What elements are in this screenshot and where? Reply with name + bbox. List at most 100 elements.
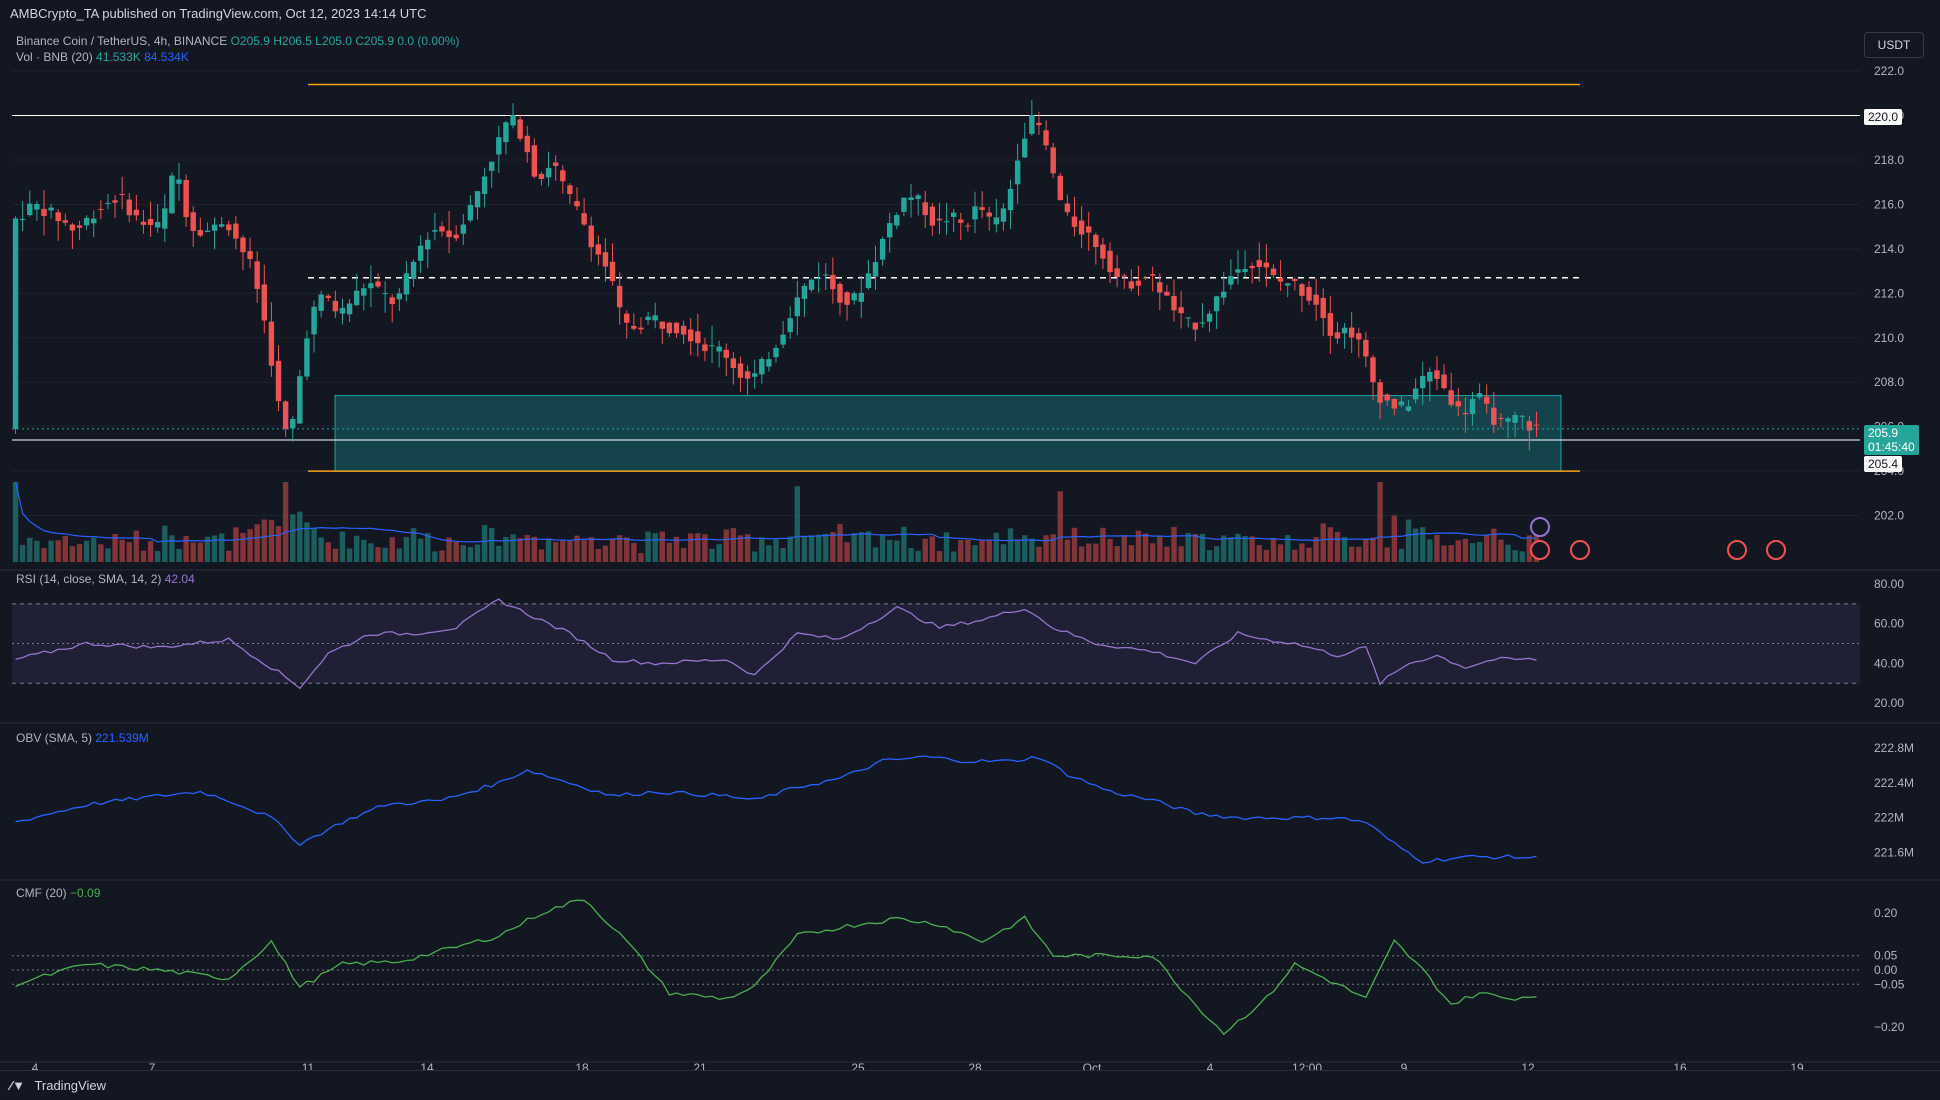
volume-bar — [1107, 538, 1113, 562]
candle-body — [965, 225, 971, 227]
volume-bar — [446, 537, 452, 562]
candle-body — [1306, 287, 1312, 301]
volume-bar — [1455, 540, 1461, 562]
volume-bar — [1142, 533, 1149, 562]
candle-body — [1256, 260, 1262, 267]
candle-body — [496, 137, 502, 155]
candle-body — [958, 219, 964, 223]
candle-body — [652, 315, 658, 321]
chart-canvas[interactable]: 222.0 220.0 218.0 216.0 214.0 212.0 210.0 208.0… — [0, 0, 1940, 1070]
volume-bar — [1114, 546, 1120, 562]
candle-body — [545, 168, 552, 178]
price-axis-label: 214.0 — [1874, 242, 1904, 256]
volume-bar — [1277, 544, 1284, 562]
volume-bar — [453, 541, 459, 562]
volume-bar — [41, 548, 47, 562]
candle-body — [1491, 407, 1497, 425]
volume-bar — [339, 531, 346, 562]
volume-bar — [346, 548, 353, 562]
time-axis-label: 21 — [693, 1061, 707, 1070]
candle-body — [723, 349, 729, 358]
candle-body — [936, 218, 943, 221]
volume-bar — [1363, 538, 1369, 562]
candle-body — [830, 274, 836, 290]
candle-body — [581, 213, 587, 225]
us-flag-event-icon — [1727, 540, 1747, 560]
volume-bar — [1512, 550, 1518, 562]
candle-body — [766, 359, 772, 367]
brand-name[interactable]: TradingView — [34, 1078, 106, 1093]
volume-bar — [552, 542, 559, 562]
volume-ma-value: 84.534K — [144, 50, 189, 64]
volume-bar — [787, 536, 793, 562]
candle-body — [638, 327, 644, 330]
cmf-label[interactable]: CMF (20) — [16, 886, 67, 900]
candle-body — [879, 238, 886, 260]
candle-body — [1100, 244, 1106, 259]
candle-body — [353, 290, 360, 306]
volume-label[interactable]: Vol · BNB (20) — [16, 50, 93, 64]
volume-bar — [986, 540, 992, 562]
volume-bar — [304, 522, 310, 562]
volume-bar — [595, 549, 602, 562]
candle-body — [1299, 284, 1305, 296]
candle-body — [645, 316, 651, 321]
volume-bar — [524, 535, 530, 562]
candle-body — [510, 115, 516, 126]
obv-label[interactable]: OBV (SMA, 5) — [16, 731, 93, 745]
volume-bar — [908, 548, 914, 562]
volume-bar — [1149, 543, 1156, 562]
candle-body — [162, 208, 168, 229]
ohlc-values: O205.9 H206.5 L205.0 C205.9 0.0 (0.00%) — [230, 34, 460, 48]
volume-bar — [1420, 527, 1426, 562]
candle-body — [1519, 415, 1525, 417]
volume-bar — [943, 532, 950, 562]
volume-bar — [254, 524, 260, 562]
tradingview-logo-icon[interactable]: ⁄▼ — [10, 1078, 26, 1093]
candle-body — [375, 281, 381, 287]
volume-bar — [1491, 528, 1497, 562]
candle-body — [730, 358, 737, 369]
candle-body — [943, 221, 950, 223]
candle-body — [368, 283, 374, 289]
volume-bar — [695, 533, 701, 562]
volume-bar — [723, 529, 729, 562]
volume-bar — [865, 531, 872, 562]
volume-bar — [467, 547, 474, 562]
currency-selector[interactable]: USDT — [1864, 32, 1924, 58]
volume-bar — [19, 544, 26, 562]
volume-bar — [126, 542, 132, 562]
cmf-axis-label: −0.20 — [1874, 1020, 1905, 1034]
rsi-label[interactable]: RSI (14, close, SMA, 14, 2) — [16, 572, 162, 586]
volume-bar — [1128, 545, 1135, 562]
candle-body — [503, 122, 509, 143]
volume-bar — [1178, 546, 1184, 562]
symbol-title[interactable]: Binance Coin / TetherUS, 4h, BINANCE — [16, 34, 228, 48]
volume-bar — [624, 537, 630, 562]
publish-header: AMBCrypto_TA published on TradingView.co… — [0, 0, 1940, 28]
obv-axis-label: 222.4M — [1874, 776, 1914, 790]
candle-body — [41, 208, 47, 216]
volume-bar — [1306, 547, 1312, 562]
obv-axis-label: 221.6M — [1874, 846, 1914, 860]
candle-body — [1263, 262, 1270, 268]
volume-bar — [872, 547, 879, 562]
candle-body — [1249, 265, 1255, 269]
candle-body — [218, 224, 225, 227]
cmf-axis-label: 0.05 — [1874, 949, 1898, 963]
candle-body — [538, 173, 545, 179]
candle-body — [1391, 398, 1398, 409]
candle-body — [34, 204, 40, 210]
candle-body — [474, 191, 481, 208]
candle-body — [1398, 401, 1405, 406]
candle-body — [1206, 313, 1213, 322]
price-axis-label: 222.0 — [1874, 64, 1904, 78]
volume-bar — [901, 526, 907, 562]
volume-bar — [240, 532, 246, 562]
volume-bar — [382, 547, 388, 562]
us-flag-event-icon — [1530, 540, 1550, 560]
candle-body — [673, 322, 680, 334]
volume-bar — [496, 545, 502, 562]
volume-bar — [1199, 533, 1206, 562]
candle-body — [1107, 250, 1113, 273]
